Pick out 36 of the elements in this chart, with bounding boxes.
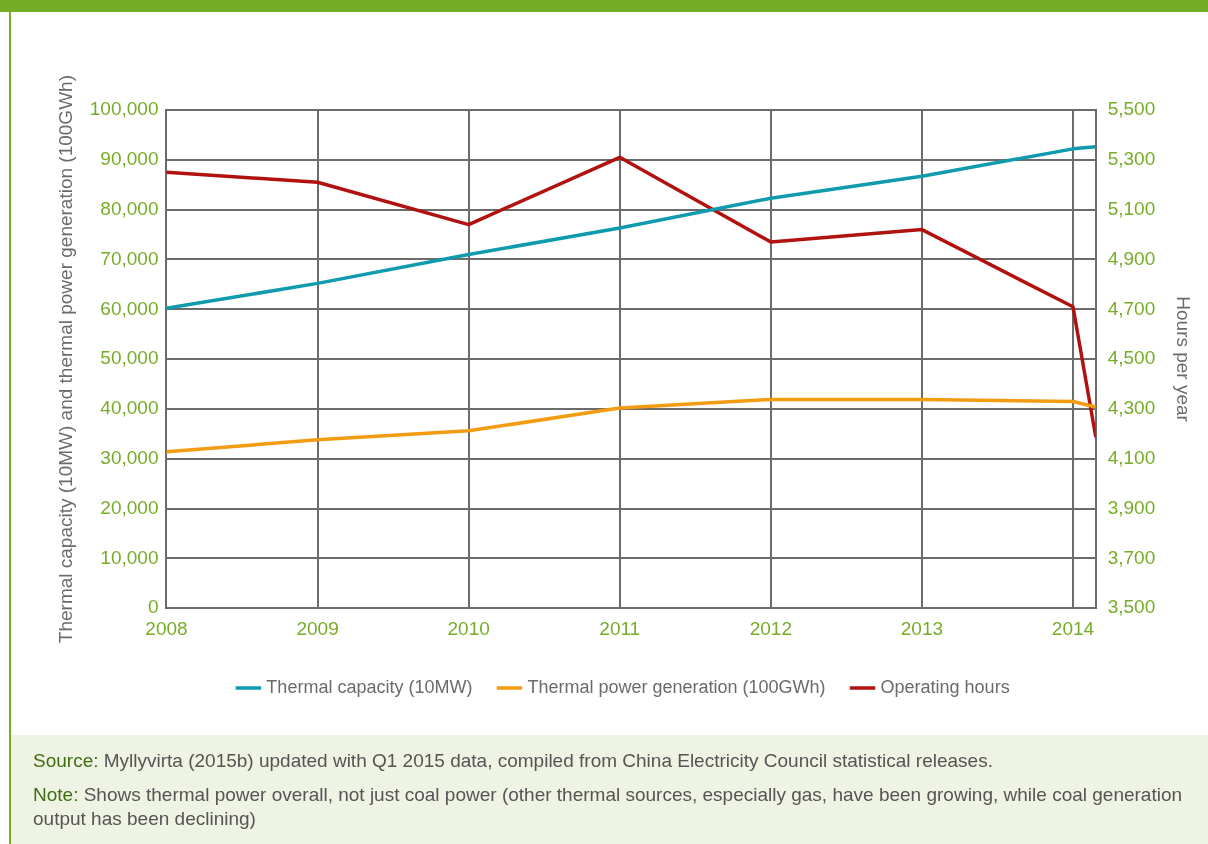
x-tick-label: 2008 — [145, 617, 188, 639]
y2-tick-label: 4,300 — [1107, 397, 1156, 419]
y-tick-label: 40,000 — [100, 397, 159, 419]
x-tick-label: 2010 — [447, 617, 490, 639]
x-tick-label: 2014 — [1051, 617, 1095, 639]
y-tick-label: 0 — [147, 596, 159, 618]
y2-tick-label: 5,500 — [1107, 98, 1156, 120]
x-tick-label: 2013 — [900, 617, 944, 639]
y-tick-label: 30,000 — [100, 446, 159, 468]
y2-axis-title: Hours per year — [1173, 296, 1195, 423]
y2-tick-label: 3,900 — [1107, 496, 1156, 518]
y2-tick-label: 5,300 — [1107, 148, 1156, 170]
y-tick-label: 70,000 — [100, 247, 159, 269]
y-tick-label: 90,000 — [100, 148, 159, 170]
y2-tick-label: 4,700 — [1107, 297, 1156, 319]
x-tick-label: 2012 — [749, 617, 792, 639]
legend-label: Thermal power generation (100GWh) — [527, 676, 826, 697]
x-tick-label: 2011 — [599, 617, 641, 639]
y2-tick-label: 3,700 — [1107, 546, 1156, 568]
y-tick-label: 80,000 — [100, 197, 159, 219]
y2-tick-label: 4,500 — [1107, 347, 1156, 369]
y-tick-label: 100,000 — [89, 98, 159, 120]
text: Note: Shows thermal power overall, not just coal power (other thermal sources, especially gas, have been growing, while coal generation output has been declining) — [33, 783, 1184, 831]
y-tick-label: 20,000 — [100, 496, 159, 518]
x-tick-label: 2009 — [296, 617, 339, 639]
y2-tick-label: 3,500 — [1107, 596, 1156, 618]
y2-tick-label: 4,100 — [1107, 446, 1156, 468]
legend-label: Operating hours — [880, 676, 1010, 697]
y-tick-label: 60,000 — [100, 297, 159, 319]
y-tick-label: 50,000 — [100, 347, 159, 369]
legend-label: Thermal capacity (10MW) — [266, 676, 473, 697]
y2-tick-label: 4,900 — [1107, 247, 1156, 269]
y2-tick-label: 5,100 — [1107, 197, 1156, 219]
y-tick-label: 10,000 — [100, 546, 159, 568]
y-axis-title: Thermal capacity (10MW) and thermal power generation (100GWh) — [54, 75, 76, 644]
source-note: Source: Myllyvirta (2015b) updated with Q1 2015 data, compiled from China Electricity Council statistical releases. — [33, 749, 994, 773]
